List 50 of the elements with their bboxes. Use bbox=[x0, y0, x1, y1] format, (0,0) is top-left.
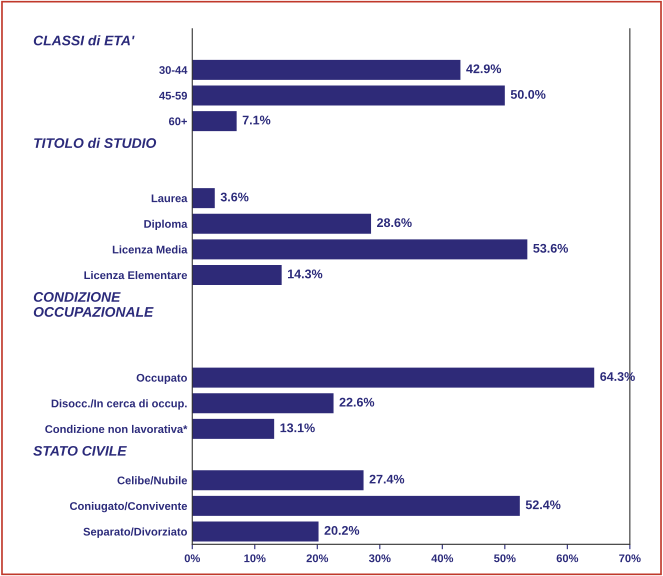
y-tick-label: Celibe/Nubile bbox=[117, 476, 188, 484]
data-label: 14.3% bbox=[288, 270, 322, 278]
y-tick-label: 45-59 bbox=[159, 92, 187, 100]
bar bbox=[192, 368, 594, 388]
bar bbox=[192, 521, 319, 542]
bar bbox=[192, 496, 520, 516]
text: TITOLO di STUDIO bbox=[34, 138, 156, 148]
y-tick-label: Separato/Divorziato bbox=[83, 527, 187, 538]
x-tick-label: 0% bbox=[184, 554, 200, 562]
data-label: 13.1% bbox=[280, 423, 315, 432]
y-tick-label: Condizione non lavorativa* bbox=[45, 424, 188, 434]
bar bbox=[192, 418, 274, 439]
bar bbox=[192, 214, 372, 234]
x-tick-label: 20% bbox=[306, 554, 328, 562]
data-label: 53.6% bbox=[533, 244, 568, 253]
y-tick-label: Disocc./In cerca di occup. bbox=[52, 399, 187, 410]
y-tick-label: Licenza Media bbox=[112, 245, 188, 254]
data-label: 28.6% bbox=[377, 218, 412, 228]
y-tick-label: Occupato bbox=[136, 374, 187, 384]
bar bbox=[192, 393, 334, 414]
data-label: 22.6% bbox=[340, 398, 374, 407]
bar bbox=[192, 60, 460, 80]
y-tick-label: Licenza Elementare bbox=[84, 270, 188, 280]
x-tick-label: 30% bbox=[368, 554, 391, 562]
bar bbox=[192, 188, 215, 208]
x-tick-label: 40% bbox=[431, 554, 454, 562]
y-tick-label: Diploma bbox=[144, 220, 188, 230]
y-tick-label: 30-44 bbox=[159, 66, 188, 74]
x-tick-label: 70% bbox=[619, 554, 641, 562]
text: CONDIZIONE OCCUPAZIONALE bbox=[34, 292, 154, 317]
text: CLASSI di ETA' bbox=[34, 35, 135, 46]
bar bbox=[192, 239, 528, 260]
data-label: 27.4% bbox=[370, 474, 404, 484]
data-label: 3.6% bbox=[220, 192, 248, 202]
y-tick-label: 60+ bbox=[168, 117, 187, 126]
bar bbox=[192, 111, 237, 132]
bar bbox=[192, 85, 505, 106]
bar bbox=[192, 265, 282, 286]
data-label: 52.4% bbox=[526, 500, 560, 510]
x-tick-label: 60% bbox=[556, 554, 578, 562]
data-label: 20.2% bbox=[324, 526, 360, 535]
bar bbox=[192, 470, 364, 490]
y-tick-label: Laurea bbox=[152, 194, 188, 202]
text: STATO CIVILE bbox=[33, 446, 127, 456]
x-tick-label: 10% bbox=[244, 554, 266, 562]
x-tick-label: 50% bbox=[494, 554, 516, 562]
data-label: 7.1% bbox=[242, 116, 270, 124]
data-label: 42.9% bbox=[466, 64, 502, 74]
data-label: 50.0% bbox=[510, 90, 546, 99]
y-tick-label: Coniugato/Convivente bbox=[70, 502, 188, 512]
